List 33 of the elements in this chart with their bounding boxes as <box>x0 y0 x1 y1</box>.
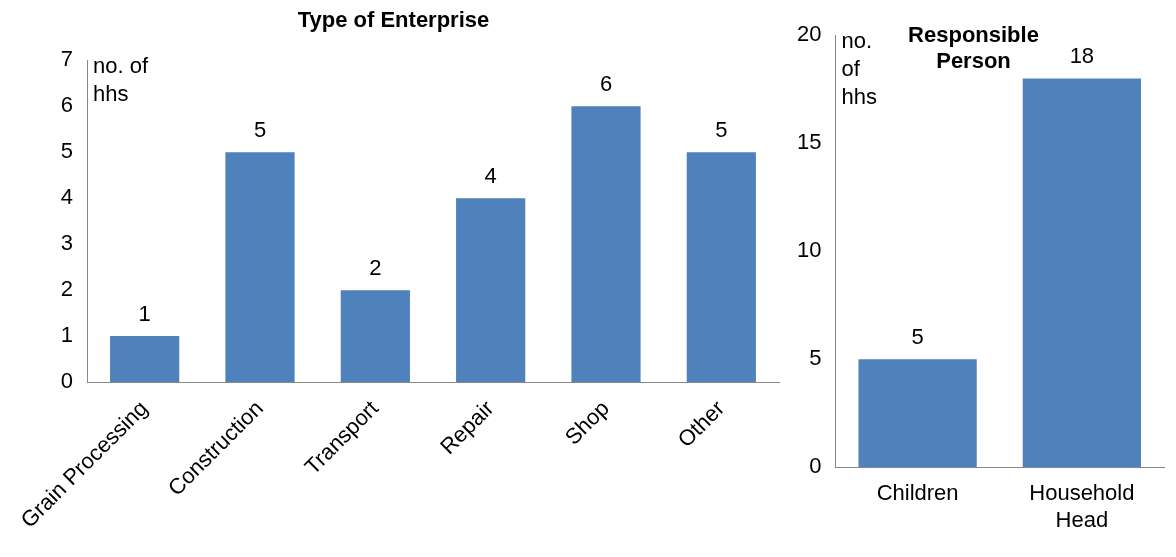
y-tick-label: 20 <box>796 21 822 47</box>
data-label: 4 <box>484 163 497 189</box>
y-tick-label: 0 <box>809 453 822 479</box>
y-tick-label: 2 <box>60 276 73 302</box>
y-tick-label: 3 <box>60 230 73 256</box>
chart-title: Type of Enterprise <box>297 7 490 33</box>
y-tick-label: 0 <box>60 368 73 394</box>
data-label: 5 <box>253 117 267 143</box>
data-label: 5 <box>715 117 728 143</box>
y-tick-label: 4 <box>60 184 73 210</box>
bar <box>225 152 295 383</box>
data-label: 5 <box>911 324 924 350</box>
bar <box>571 106 641 383</box>
data-label: 6 <box>599 71 613 97</box>
data-label: 2 <box>369 255 382 281</box>
bar <box>686 152 756 383</box>
y-tick-label: 10 <box>796 237 822 263</box>
x-tick-label: Children <box>876 480 959 506</box>
bar <box>456 198 526 383</box>
y-axis-title: no. of hhs <box>841 28 877 110</box>
y-tick-label: 15 <box>796 129 822 155</box>
data-label: 18 <box>1069 43 1095 69</box>
x-tick-label: Household Head <box>1029 480 1135 532</box>
bar <box>110 336 180 383</box>
y-tick-label: 5 <box>60 138 73 164</box>
chart-title: Responsible Person <box>908 21 1039 74</box>
bar <box>340 290 410 383</box>
y-axis-title: no. of hhs <box>93 53 149 107</box>
y-tick-label: 6 <box>60 92 73 118</box>
y-tick-label: 7 <box>60 46 73 72</box>
y-tick-label: 5 <box>809 345 822 371</box>
data-label: 1 <box>138 301 151 327</box>
y-tick-label: 1 <box>60 322 73 348</box>
